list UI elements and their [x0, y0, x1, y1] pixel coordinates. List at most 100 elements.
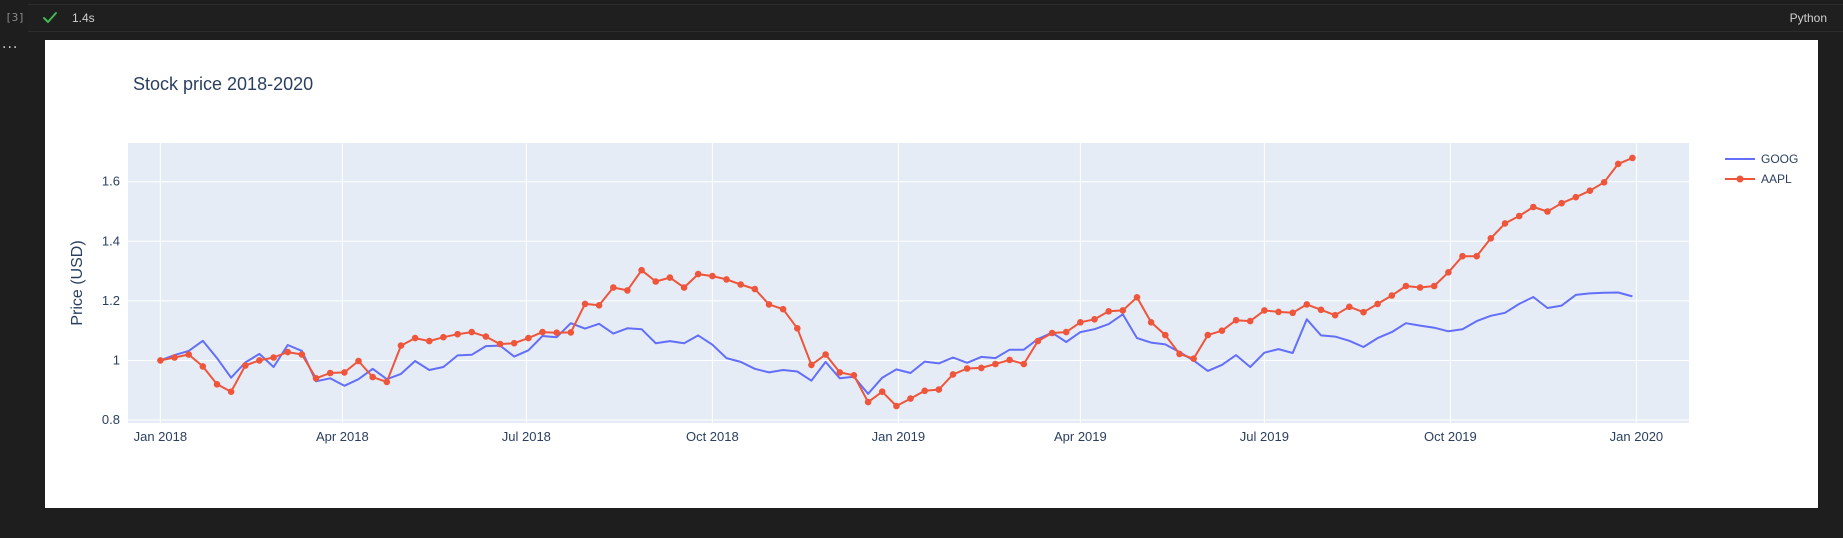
- point-aapl: [1374, 300, 1381, 308]
- x-tick-label: Jul 2018: [502, 429, 551, 444]
- point-aapl: [935, 386, 943, 393]
- legend-item-goog[interactable]: GOOG: [1725, 152, 1798, 166]
- plotly-chart: 0.8 1 1.2 1.4 1.6 Jan 2018 Apr 2018 Jul 2018 Oc…: [69, 74, 1798, 444]
- point-aapl: [878, 388, 886, 396]
- point-aapl: [822, 351, 829, 358]
- point-aapl: [256, 357, 263, 364]
- cell-status-bar: 1.4s Python: [28, 4, 1843, 32]
- legend-label-goog: GOOG: [1761, 152, 1798, 166]
- point-aapl: [496, 340, 504, 348]
- y-tick-label: 1.4: [102, 233, 120, 248]
- point-aapl: [1317, 306, 1325, 314]
- x-tick-label: Jan 2018: [134, 429, 188, 444]
- series-goog: [160, 291, 1633, 395]
- point-aapl: [539, 328, 546, 336]
- point-aapl: [1572, 193, 1580, 201]
- point-aapl: [1544, 208, 1551, 215]
- point-aapl: [907, 395, 914, 402]
- point-aapl: [426, 337, 433, 345]
- point-aapl: [1162, 331, 1169, 339]
- point-aapl: [1346, 303, 1353, 311]
- point-aapl: [312, 375, 320, 382]
- point-aapl: [510, 339, 518, 347]
- point-aapl: [963, 365, 971, 372]
- point-aapl: [666, 274, 674, 281]
- point-aapl: [369, 373, 377, 381]
- kernel-language-label[interactable]: Python: [1789, 11, 1827, 25]
- point-aapl: [411, 334, 419, 342]
- point-aapl: [171, 354, 178, 361]
- point-aapl: [680, 284, 688, 291]
- point-aapl: [1303, 301, 1311, 308]
- point-aapl: [157, 357, 164, 364]
- legend-label-aapl: AAPL: [1761, 172, 1792, 186]
- chart-legend[interactable]: GOOG AAPL: [1725, 152, 1798, 186]
- point-aapl: [850, 372, 858, 379]
- point-aapl: [638, 266, 645, 274]
- series-aapl: [157, 154, 1636, 410]
- point-aapl: [893, 402, 900, 410]
- point-aapl: [610, 284, 617, 291]
- point-aapl: [978, 364, 985, 372]
- point-aapl: [1204, 331, 1212, 339]
- point-aapl: [694, 270, 702, 278]
- point-aapl: [949, 371, 957, 378]
- cell-header: [3] 1.4s Python: [0, 0, 1843, 38]
- point-aapl: [1020, 360, 1028, 368]
- point-aapl: [1459, 252, 1466, 260]
- legend-item-aapl[interactable]: AAPL: [1725, 172, 1792, 186]
- point-aapl: [1360, 308, 1367, 316]
- point-aapl: [1600, 179, 1608, 186]
- output-more-actions-button[interactable]: ...: [2, 36, 19, 52]
- point-aapl: [1388, 292, 1396, 299]
- point-aapl: [1430, 282, 1438, 290]
- point-aapl: [1048, 329, 1056, 337]
- point-aapl: [1091, 316, 1098, 323]
- y-tick-label: 1.6: [102, 174, 120, 189]
- plot-area-background: [128, 143, 1689, 423]
- point-aapl: [1105, 308, 1112, 315]
- point-aapl: [1331, 311, 1339, 319]
- point-aapl: [1289, 309, 1296, 317]
- point-aapl: [199, 363, 207, 370]
- point-aapl: [1176, 350, 1183, 358]
- point-aapl: [468, 328, 476, 336]
- point-aapl: [227, 388, 235, 396]
- point-aapl: [1629, 154, 1636, 162]
- y-axis-ticks: 0.8 1 1.2 1.4 1.6: [102, 174, 120, 427]
- point-aapl: [1119, 307, 1127, 314]
- x-tick-label: Apr 2018: [316, 429, 369, 444]
- point-aapl: [553, 329, 560, 337]
- y-tick-label: 1: [113, 352, 120, 367]
- execution-duration: 1.4s: [72, 11, 95, 25]
- point-aapl: [567, 329, 575, 336]
- point-aapl: [737, 281, 744, 288]
- point-aapl: [1006, 356, 1013, 364]
- x-tick-label: Jul 2019: [1240, 429, 1289, 444]
- point-aapl: [383, 378, 391, 386]
- point-aapl: [482, 333, 490, 340]
- point-aapl: [1218, 327, 1226, 335]
- point-aapl: [1402, 282, 1410, 290]
- chart-title: Stock price 2018-2020: [133, 74, 313, 94]
- point-aapl: [751, 285, 759, 293]
- point-aapl: [525, 334, 532, 342]
- point-aapl: [652, 278, 659, 285]
- execution-count: [3]: [5, 11, 25, 24]
- point-aapl: [1077, 319, 1084, 326]
- point-aapl: [921, 387, 928, 395]
- grid-lines: [128, 143, 1689, 423]
- point-aapl: [1062, 328, 1070, 336]
- point-aapl: [1445, 269, 1452, 276]
- point-aapl: [1232, 316, 1240, 324]
- point-aapl: [992, 360, 999, 368]
- point-aapl: [1473, 252, 1480, 260]
- point-aapl: [1515, 212, 1523, 220]
- legend-marker-aapl: [1736, 175, 1744, 183]
- point-aapl: [185, 351, 192, 358]
- y-axis-title: Price (USD): [69, 240, 86, 325]
- point-aapl: [581, 300, 589, 308]
- output-area: 0.8 1 1.2 1.4 1.6 Jan 2018 Apr 2018 Jul 2018 Oc…: [45, 40, 1818, 508]
- point-aapl: [709, 272, 716, 280]
- x-tick-label: Jan 2020: [1610, 429, 1664, 444]
